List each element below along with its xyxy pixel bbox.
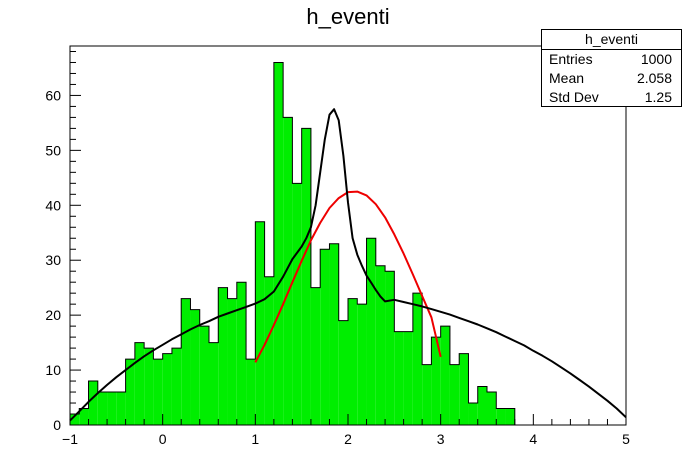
x-tick-label: 2 (344, 431, 352, 447)
stats-row-stddev: Std Dev 1.25 (542, 88, 681, 107)
histogram-bar (171, 348, 182, 425)
y-tick-label: 20 (45, 307, 61, 323)
histogram-bar (320, 249, 330, 425)
histogram-bar (273, 62, 284, 425)
histogram-bar (79, 408, 89, 425)
histogram-bar (153, 359, 163, 425)
histogram-bars (69, 61, 516, 426)
histogram-bar (348, 298, 358, 425)
histogram-bar (218, 287, 228, 425)
x-tick-label: −1 (62, 431, 78, 447)
stats-stddev-value: 1.25 (644, 89, 672, 105)
histogram-bar (487, 392, 497, 425)
axis-ticks (69, 50, 627, 426)
histogram-bar (422, 364, 432, 425)
histogram-bar (255, 221, 265, 425)
stats-row-mean: Mean 2.058 (542, 69, 681, 88)
x-tick-label: 0 (159, 431, 167, 447)
histogram-bar (468, 403, 478, 425)
histogram-bar (88, 381, 98, 425)
stats-mean-value: 2.058 (636, 70, 672, 86)
y-tick-label: 60 (45, 87, 61, 103)
histogram-bar (144, 348, 154, 425)
histogram-bar (357, 304, 367, 425)
chart-title: h_eventi (306, 4, 390, 29)
histogram-bar (366, 238, 376, 425)
gaussian-fit-curve (254, 190, 442, 363)
fit-curves (69, 108, 627, 422)
x-tick-label: 4 (529, 431, 537, 447)
histogram-bar (209, 342, 219, 425)
stats-entries-label: Entries (549, 51, 593, 67)
histogram-bar (496, 408, 506, 425)
histogram-bar (116, 392, 126, 425)
histogram-bar (329, 243, 339, 425)
histogram-bar (107, 392, 117, 425)
histogram-bar (449, 364, 460, 425)
histogram-bar (283, 117, 293, 426)
histogram-bar (134, 342, 145, 425)
histogram-bar (440, 326, 450, 425)
stats-box-title: h_eventi (542, 30, 681, 50)
histogram-bar (292, 183, 302, 425)
histogram-bar (199, 326, 209, 425)
histogram-bar (338, 320, 348, 425)
y-tick-label: 0 (53, 417, 61, 433)
histogram-bar (394, 331, 404, 425)
y-tick-label: 40 (45, 197, 61, 213)
histogram-bar (236, 282, 247, 425)
histogram-bar (125, 359, 135, 425)
histogram-bar (190, 309, 200, 425)
x-tick-label: 5 (622, 431, 630, 447)
histogram-bar (412, 293, 423, 425)
histogram-bar (162, 353, 172, 425)
y-tick-label: 50 (45, 142, 61, 158)
histogram-bar (459, 353, 469, 425)
stats-entries-value: 1000 (640, 51, 672, 67)
histogram-bar (375, 265, 386, 425)
x-tick-label: 3 (437, 431, 445, 447)
histogram-bar (431, 337, 441, 425)
total-fit-curve (69, 108, 627, 422)
histogram-bar (181, 298, 191, 425)
histogram-bar (505, 408, 515, 425)
histogram-bar (264, 276, 274, 425)
stats-stddev-label: Std Dev (549, 89, 599, 105)
histogram-bar (246, 359, 256, 425)
stats-box: h_eventi Entries 1000 Mean 2.058 Std Dev… (541, 29, 682, 107)
histogram-bar (403, 331, 413, 425)
histogram-bar (477, 386, 487, 425)
histogram-bar (301, 128, 311, 426)
stats-mean-label: Mean (549, 70, 585, 86)
histogram-bar (385, 271, 395, 425)
histogram-outline (69, 61, 516, 425)
histogram-bar (70, 414, 80, 425)
histogram-bar (310, 287, 321, 425)
histogram-bar (227, 298, 237, 425)
y-tick-label: 30 (45, 252, 61, 268)
stats-row-entries: Entries 1000 (542, 50, 681, 69)
x-tick-label: 1 (251, 431, 259, 447)
y-tick-label: 10 (45, 362, 61, 378)
histogram-bar (97, 392, 108, 425)
